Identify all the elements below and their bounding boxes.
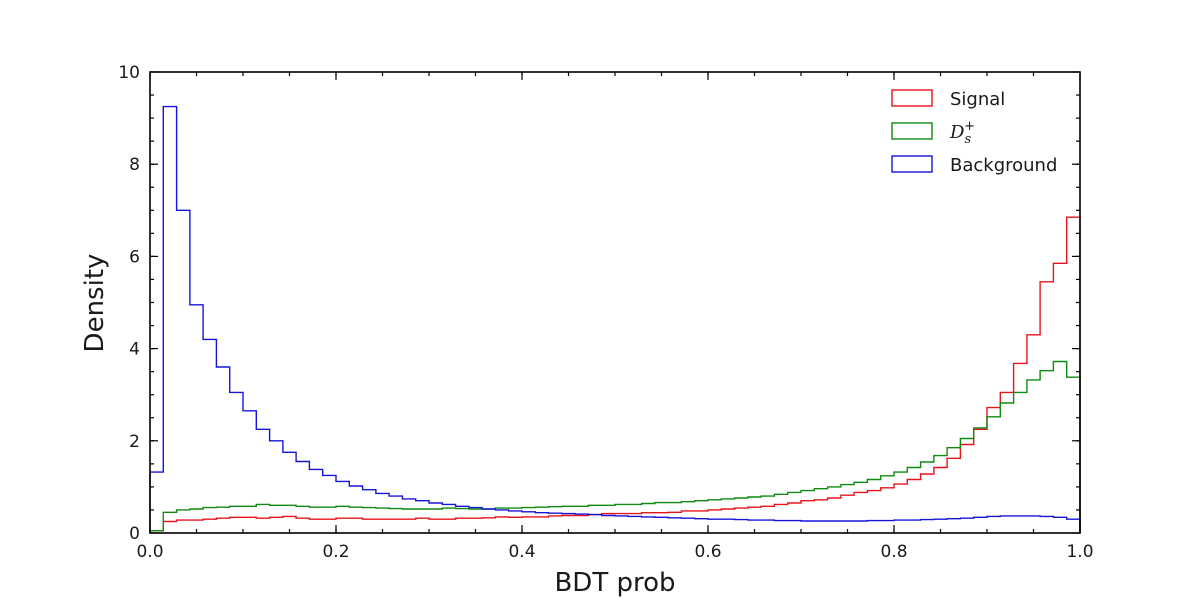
y-tick-labels: 0 2 4 6 8 10 <box>118 63 140 544</box>
x-tick-labels: 0.0 0.2 0.4 0.6 0.8 1.0 <box>136 542 1093 562</box>
series-line-1 <box>149 216 1081 533</box>
legend-swatch <box>891 155 933 173</box>
legend-label: Ds+ <box>949 119 975 147</box>
x-tick-label: 0.4 <box>508 542 535 562</box>
y-tick-label: 2 <box>129 432 140 452</box>
y-tick-label: 10 <box>118 63 140 83</box>
legend-swatch <box>891 89 933 107</box>
x-axis-label: BDT prob <box>554 568 675 598</box>
y-tick-label: 8 <box>129 155 140 175</box>
y-tick-label: 4 <box>129 340 140 360</box>
legend-label: Background <box>950 155 1057 176</box>
plot-frame <box>149 71 1081 534</box>
x-tick-label: 0.8 <box>880 542 907 562</box>
legend-swatch <box>891 122 933 140</box>
legend: Signal Ds+ Background <box>891 89 1057 176</box>
series-line-2 <box>149 360 1081 533</box>
series-line-3 <box>149 105 1081 533</box>
legend-label: Signal <box>950 89 1005 110</box>
y-tick-label: 0 <box>129 524 140 544</box>
x-tick-label: 1.0 <box>1066 542 1093 562</box>
y-axis-label: Density <box>80 254 110 353</box>
series-layer <box>149 105 1081 533</box>
x-tick-label: 0.6 <box>694 542 721 562</box>
x-tick-label: 0.2 <box>322 542 349 562</box>
y-tick-label: 6 <box>129 247 140 267</box>
x-tick-label: 0.0 <box>136 542 163 562</box>
